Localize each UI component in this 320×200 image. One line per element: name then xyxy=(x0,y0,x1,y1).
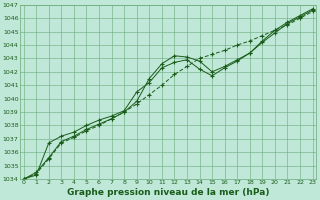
X-axis label: Graphe pression niveau de la mer (hPa): Graphe pression niveau de la mer (hPa) xyxy=(67,188,269,197)
